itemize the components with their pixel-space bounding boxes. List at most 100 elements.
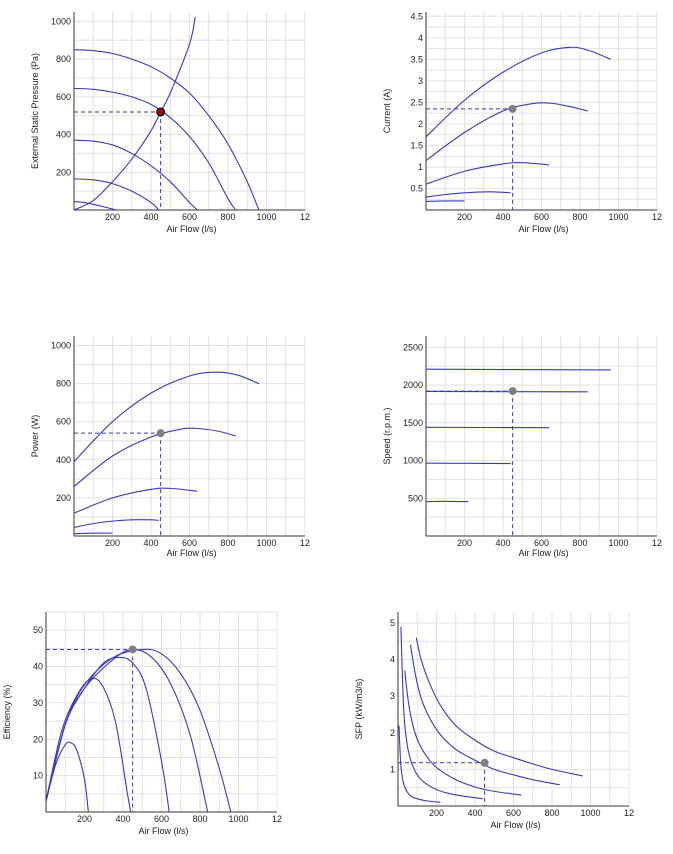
- series-line-2: [74, 87, 237, 210]
- series-line-5: [398, 725, 441, 803]
- x-tick-label: 600: [154, 814, 169, 824]
- series-line-5: [46, 741, 89, 812]
- x-tick-label: 12: [624, 808, 634, 818]
- y-tick-label: 1: [418, 162, 423, 172]
- series-line-4: [426, 191, 511, 198]
- x-tick-label: 800: [572, 538, 587, 548]
- series-line-5: [74, 200, 117, 210]
- y-tick-label: 40: [33, 662, 43, 672]
- x-tick-label: 200: [457, 212, 472, 222]
- series-line-2: [74, 427, 236, 487]
- y-tick-label: 30: [33, 698, 43, 708]
- series-line-4: [400, 626, 483, 800]
- x-tick-label: 12: [300, 212, 310, 222]
- x-axis-label: Air Flow (l/s): [167, 224, 217, 234]
- speed-chart: 200 400 600 800 1000 12 500 1000 1500 2000 2500 Air…: [382, 336, 662, 558]
- operating-point: [128, 645, 137, 654]
- grid: [426, 336, 658, 536]
- y-tick-label: 500: [408, 493, 423, 503]
- y-tick-label: 3.5: [410, 54, 423, 64]
- x-tick-label: 400: [495, 538, 510, 548]
- y-tick-label: 50: [33, 625, 43, 635]
- y-tick-label: 5: [390, 618, 395, 628]
- x-tick-label: 600: [534, 538, 549, 548]
- x-tick-label: 800: [220, 538, 235, 548]
- series-line-5: [74, 532, 113, 535]
- operating-point: [508, 387, 517, 396]
- x-axis-label: Air Flow (l/s): [519, 548, 569, 558]
- x-tick-label: 200: [429, 808, 444, 818]
- x-tick-label: 400: [143, 212, 158, 222]
- x-tick-label: 800: [572, 212, 587, 222]
- x-tick-label: 400: [467, 808, 482, 818]
- series-line-3: [74, 487, 198, 514]
- efficiency-chart: 200 400 600 800 1000 12 10 20 30 40 50 Air Flow (l/…: [2, 611, 282, 836]
- y-axis-label: SFP (kW/m3/s): [354, 679, 364, 740]
- y-tick-label: 2.5: [410, 97, 423, 107]
- x-tick-label: 800: [192, 814, 207, 824]
- y-tick-label: 10: [33, 771, 43, 781]
- series-line-4: [46, 677, 132, 812]
- x-tick-label: 600: [182, 538, 197, 548]
- y-tick-label: 4: [418, 33, 423, 43]
- grid: [46, 611, 278, 812]
- x-tick-label: 12: [652, 212, 662, 222]
- y-axis-label: Current (A): [382, 89, 392, 134]
- x-tick-label: 800: [544, 808, 559, 818]
- operating-point: [508, 104, 517, 113]
- series-line-4: [74, 178, 160, 210]
- series-line-2: [409, 644, 560, 786]
- y-tick-label: 20: [33, 734, 43, 744]
- y-tick-label: 200: [56, 493, 71, 503]
- series-line-1: [74, 371, 260, 463]
- y-axis-label: Efficiency (%): [2, 685, 12, 740]
- series-line-4: [74, 519, 159, 528]
- y-tick-label: 3: [390, 691, 395, 701]
- grid: [398, 612, 630, 806]
- x-tick-label: 200: [457, 538, 472, 548]
- y-tick-label: 400: [56, 455, 71, 465]
- pressure-chart: 200 400 600 800 1000 12 200 400 600 800 1000 Air Fl…: [30, 12, 310, 234]
- x-axis-label: Air Flow (l/s): [167, 548, 217, 558]
- y-tick-label: 0.5: [410, 183, 423, 193]
- x-tick-label: 600: [534, 212, 549, 222]
- x-tick-label: 1000: [256, 212, 276, 222]
- y-tick-label: 600: [56, 92, 71, 102]
- x-tick-label: 400: [495, 212, 510, 222]
- x-tick-label: 1000: [608, 212, 628, 222]
- x-tick-label: 200: [105, 212, 120, 222]
- x-tick-label: 1000: [580, 808, 600, 818]
- y-tick-label: 1000: [51, 16, 71, 26]
- y-tick-label: 800: [56, 54, 71, 64]
- y-tick-label: 800: [56, 379, 71, 389]
- operating-point: [480, 758, 489, 767]
- y-tick-label: 2: [418, 119, 423, 129]
- y-tick-label: 2: [390, 728, 395, 738]
- y-axis-label: External Static Pressure (Pa): [30, 53, 40, 169]
- series-line-2: [426, 102, 588, 161]
- y-tick-label: 3: [418, 76, 423, 86]
- series-line-1: [415, 637, 583, 777]
- y-tick-label: 1000: [51, 341, 71, 351]
- power-chart: 200 400 600 800 1000 12 200 400 600 800 1000 Air Fl…: [30, 336, 310, 558]
- grid: [426, 12, 658, 210]
- series-line-3: [426, 162, 550, 185]
- y-tick-label: 200: [56, 167, 71, 177]
- x-tick-label: 1000: [228, 814, 248, 824]
- x-tick-label: 12: [652, 538, 662, 548]
- y-tick-label: 4: [390, 655, 395, 665]
- x-tick-label: 800: [220, 212, 235, 222]
- x-axis-label: Air Flow (l/s): [139, 826, 189, 836]
- series-line-1: [426, 46, 612, 138]
- x-tick-label: 400: [115, 814, 130, 824]
- y-tick-label: 1000: [403, 456, 423, 466]
- operating-point: [156, 107, 166, 117]
- x-tick-label: 600: [182, 212, 197, 222]
- x-axis-label: Air Flow (l/s): [491, 820, 541, 830]
- x-tick-label: 200: [77, 814, 92, 824]
- x-tick-label: 1000: [256, 538, 276, 548]
- y-tick-label: 4.5: [410, 11, 423, 21]
- y-tick-label: 2500: [403, 342, 423, 352]
- series-line-1: [74, 49, 260, 210]
- series-line-3: [74, 139, 198, 210]
